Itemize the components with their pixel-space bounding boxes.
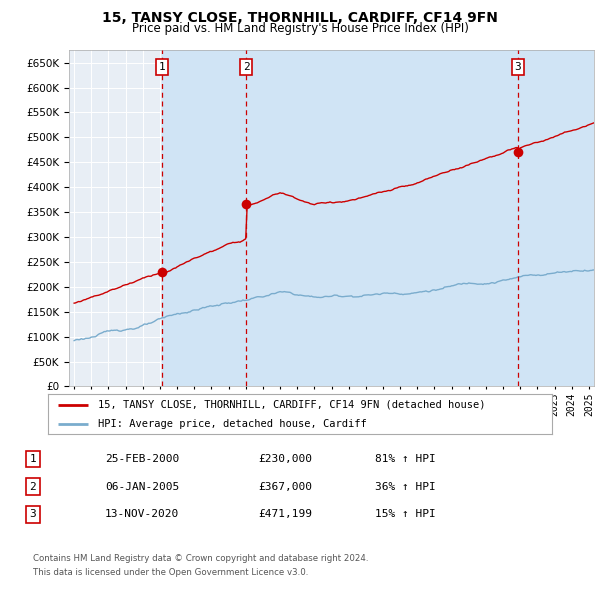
Text: 06-JAN-2005: 06-JAN-2005: [105, 482, 179, 491]
Text: £230,000: £230,000: [258, 454, 312, 464]
Text: Price paid vs. HM Land Registry's House Price Index (HPI): Price paid vs. HM Land Registry's House …: [131, 22, 469, 35]
Text: 13-NOV-2020: 13-NOV-2020: [105, 510, 179, 519]
Text: 1: 1: [29, 454, 37, 464]
Text: HPI: Average price, detached house, Cardiff: HPI: Average price, detached house, Card…: [98, 419, 367, 428]
Text: £367,000: £367,000: [258, 482, 312, 491]
Text: 3: 3: [515, 62, 521, 72]
Text: 36% ↑ HPI: 36% ↑ HPI: [375, 482, 436, 491]
Text: 15, TANSY CLOSE, THORNHILL, CARDIFF, CF14 9FN: 15, TANSY CLOSE, THORNHILL, CARDIFF, CF1…: [102, 11, 498, 25]
Text: This data is licensed under the Open Government Licence v3.0.: This data is licensed under the Open Gov…: [33, 568, 308, 577]
Text: 2: 2: [29, 482, 37, 491]
Text: 2: 2: [242, 62, 250, 72]
Text: 15% ↑ HPI: 15% ↑ HPI: [375, 510, 436, 519]
Text: 81% ↑ HPI: 81% ↑ HPI: [375, 454, 436, 464]
Text: 25-FEB-2000: 25-FEB-2000: [105, 454, 179, 464]
Text: 3: 3: [29, 510, 37, 519]
Bar: [162, 50, 246, 386]
Text: 1: 1: [158, 62, 166, 72]
Text: £471,199: £471,199: [258, 510, 312, 519]
Text: Contains HM Land Registry data © Crown copyright and database right 2024.: Contains HM Land Registry data © Crown c…: [33, 555, 368, 563]
Bar: [518, 50, 594, 386]
Text: 15, TANSY CLOSE, THORNHILL, CARDIFF, CF14 9FN (detached house): 15, TANSY CLOSE, THORNHILL, CARDIFF, CF1…: [98, 400, 486, 410]
Bar: [246, 50, 518, 386]
